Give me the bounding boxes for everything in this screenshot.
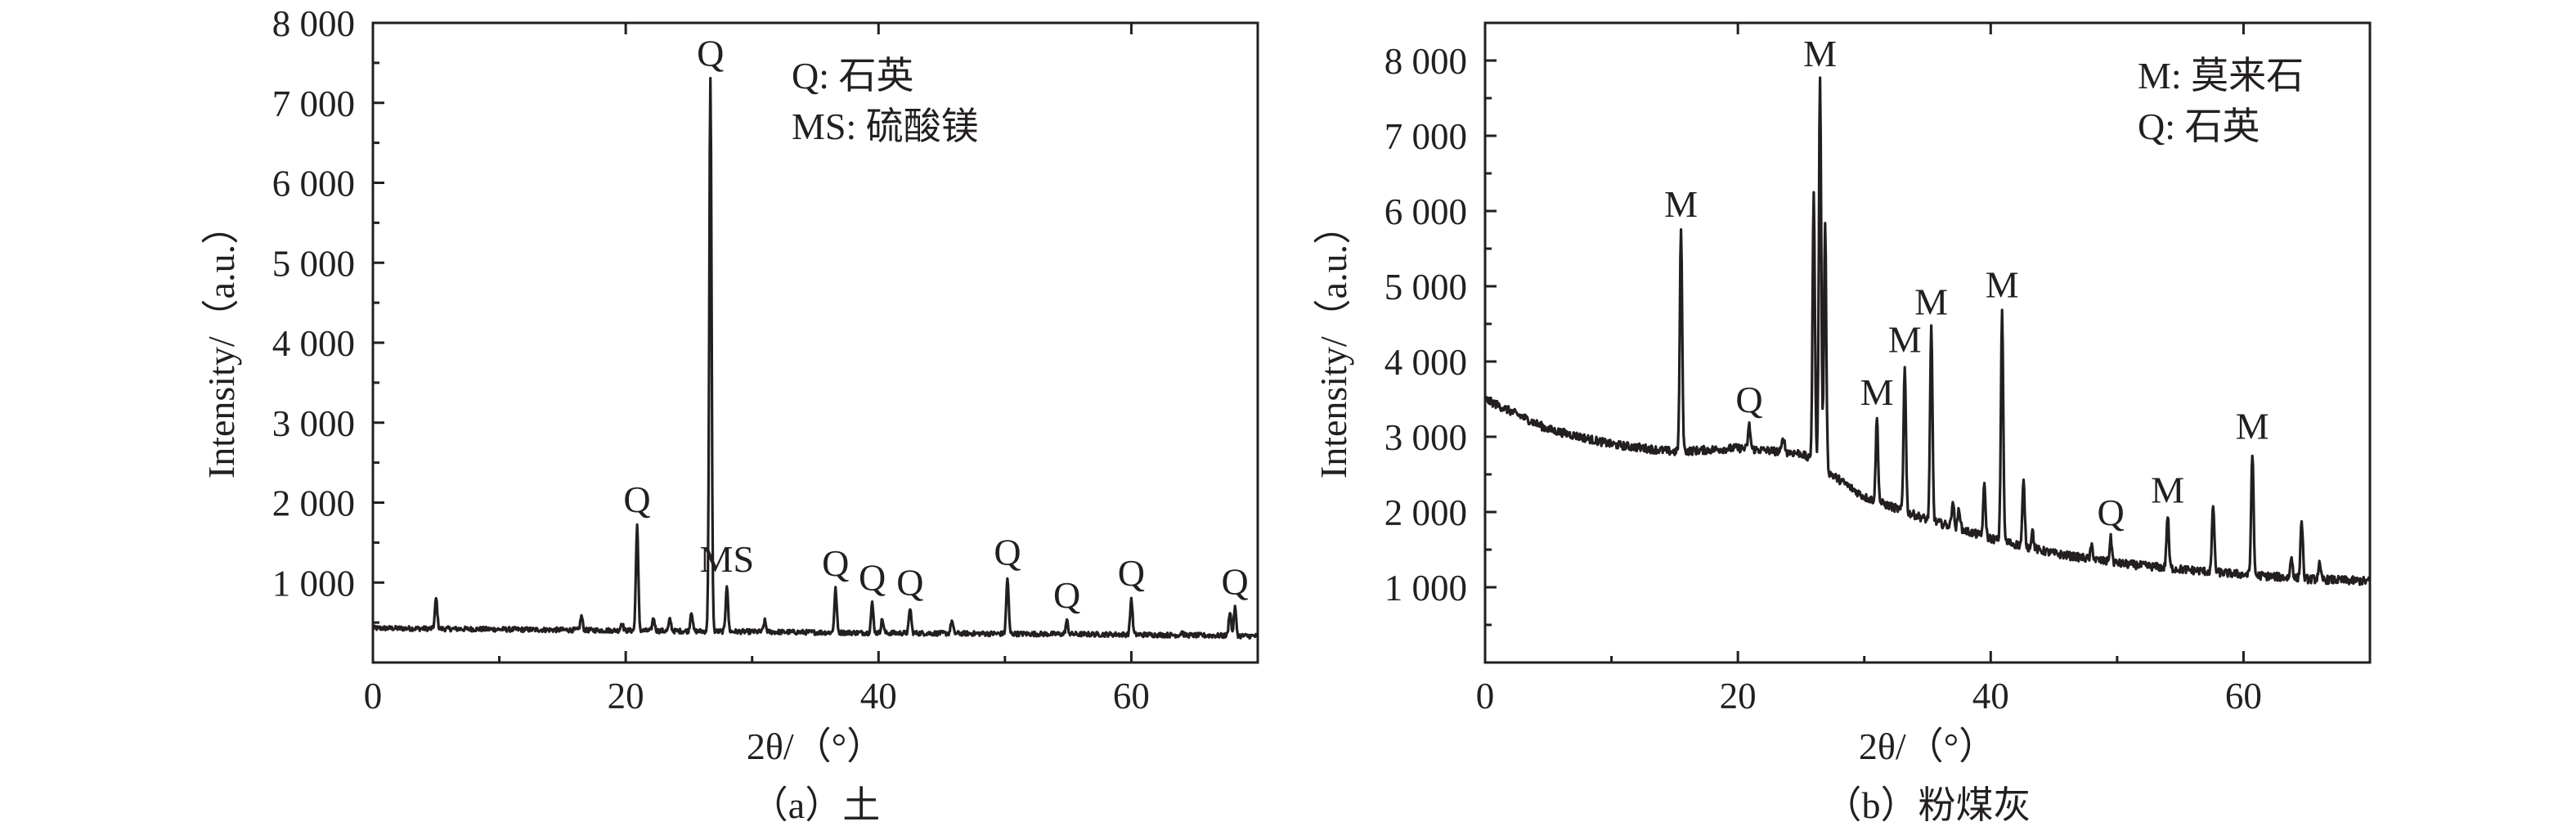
peak-label: Q [1735,379,1762,420]
plot-frame-b [1483,21,2372,664]
y-tick-label: 4 000 [272,323,355,364]
peak-label: M [1803,33,1837,74]
legend-entry-mullite-b: M: 莫来石 [2138,55,2304,97]
y-tick-label: 2 000 [272,483,355,524]
peak-label: Q [697,32,724,74]
peak-label: M [1986,263,2019,305]
y-tick-label: 4 000 [1384,342,1467,383]
x-tick-label: 0 [1476,676,1495,716]
peak-label: Q [623,478,650,520]
y-tick-label: 1 000 [1384,568,1467,609]
x-tick-label: 0 [364,676,383,716]
legend-entry-mgso4-a: MS: 硫酸镁 [792,106,979,147]
y-axis-title-b: Intensity/（a.u.） [1313,207,1354,478]
peak-label: M [1664,183,1698,225]
x-tick-label: 40 [1972,676,2009,716]
x-tick-label: 60 [2225,676,2262,716]
legend-entry-quartz-b: Q: 石英 [2138,106,2260,147]
y-tick-label: 5 000 [1384,267,1467,308]
xrd-trace-fly-ash [1483,76,2372,586]
legend-entry-quartz-a: Q: 石英 [792,55,914,97]
y-tick-label: 8 000 [1384,41,1467,82]
x-tick-label: 40 [860,676,897,716]
plot-frame-a [371,21,1259,664]
peak-label: Q [1118,552,1145,594]
y-tick-label: 6 000 [272,164,355,204]
y-tick-label: 5 000 [272,243,355,284]
y-axis-title-a: Intensity/（a.u.） [200,207,242,478]
xrd-trace-soil [371,77,1259,640]
peak-label: Q [994,531,1021,573]
peak-label: Q [1222,561,1249,603]
y-tick-label: 6 000 [1384,191,1467,232]
peak-label: M [2236,405,2269,447]
peak-label: Q [2098,492,2125,533]
caption-b: （b）粉煤灰 [1824,784,2031,826]
y-tick-label: 7 000 [1384,116,1467,157]
y-tick-label: 7 000 [272,83,355,124]
peak-label: M [1860,371,1894,413]
y-tick-label: 1 000 [272,563,355,604]
x-tick-label: 60 [1113,676,1150,716]
peak-label: MS [700,538,754,580]
y-tick-label: 3 000 [1384,417,1467,458]
peak-label: Q [822,542,849,584]
x-tick-label: 20 [1720,676,1757,716]
caption-a: （a）土 [751,784,880,826]
x-tick-label: 20 [608,676,644,716]
peak-label: Q [859,557,886,599]
peak-label: Q [896,562,923,604]
y-tick-label: 3 000 [272,403,355,444]
peak-label: M [2151,469,2184,511]
x-axis-title-a: 2θ/（°） [747,725,884,767]
peak-label: M [1888,319,1922,361]
y-tick-label: 2 000 [1384,492,1467,533]
x-axis-title-b: 2θ/（°） [1859,725,1996,767]
y-tick-label: 8 000 [272,3,355,44]
peak-label: Q [1053,574,1080,616]
peak-label: M [1914,281,1948,323]
